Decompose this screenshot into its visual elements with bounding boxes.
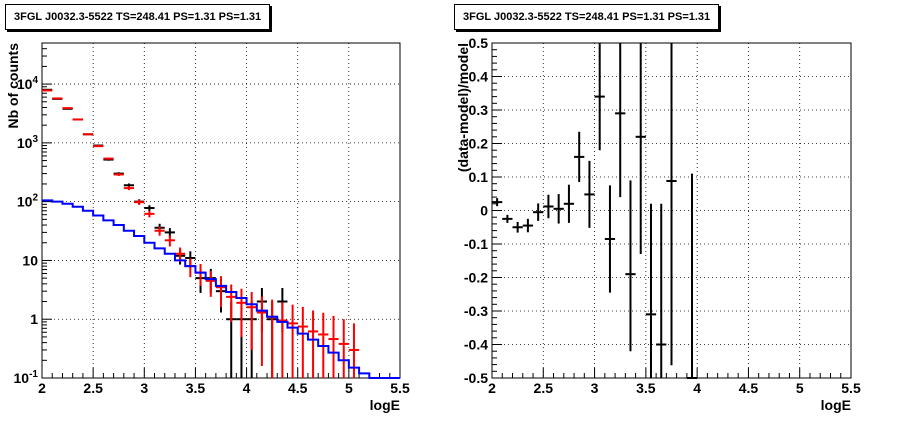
y-tick-label: 10 [22, 252, 38, 268]
x-tick-label: 5 [345, 380, 353, 396]
x-tick-label: 4 [693, 380, 701, 396]
x-tick-label: 4.5 [739, 380, 759, 396]
x-axis-label: logE [370, 397, 400, 413]
residual-panel: 2 2.5 3 3.5 4 4.5 5 5.5 -0.5 -0.4 -0.3 -0.2 -0.1 0 0.1… [455, 35, 861, 413]
counts-panel: 2 2.5 3 3.5 4 4.5 5 5.5 10-1 1 10 102 103 104 logE Nb o… [5, 42, 410, 413]
y-tick-label: -0.4 [464, 337, 488, 353]
y-tick-label: -0.5 [464, 370, 488, 386]
series-0 [42, 88, 288, 378]
y-tick-label: 104 [17, 75, 39, 92]
left-panel-title: 3FGL J0032.3-5522 TS=248.41 PS=1.31 PS=1… [5, 4, 271, 30]
series-1 [42, 89, 360, 378]
x-tick-label: 3.5 [186, 380, 206, 396]
y-axis-label: Nb of counts [5, 43, 21, 129]
x-tick-label: 2 [38, 380, 46, 396]
y-tick-label: -0.3 [464, 303, 488, 319]
y-tick-label: 102 [17, 193, 39, 210]
series-0 [492, 43, 698, 379]
x-axis-label: logE [821, 397, 851, 413]
y-tick-label: 0.1 [469, 169, 489, 185]
x-tick-label: 4 [243, 380, 251, 396]
y-tick-label: 0.5 [469, 35, 489, 51]
y-tick-label: 0.2 [469, 136, 489, 152]
x-tick-label: 5 [796, 380, 804, 396]
y-tick-label: 10-1 [14, 369, 39, 386]
plot-frame [41, 42, 401, 379]
x-tick-label: 3.5 [636, 380, 656, 396]
y-tick-label: 0.3 [469, 102, 489, 118]
y-tick-label: -0.2 [464, 270, 488, 286]
model-step-line [42, 199, 400, 379]
y-tick-label: -0.1 [464, 236, 488, 252]
x-tick-label: 2.5 [534, 380, 554, 396]
x-tick-label: 2 [488, 380, 496, 396]
x-tick-label: 4.5 [288, 380, 308, 396]
x-tick-label: 3 [591, 380, 599, 396]
right-panel-title: 3FGL J0032.3-5522 TS=248.41 PS=1.31 PS=1… [454, 4, 720, 30]
y-tick-label: 103 [17, 134, 39, 151]
x-tick-label: 5.5 [841, 380, 861, 396]
x-tick-label: 5.5 [390, 380, 410, 396]
y-axis-label: (data-model)/model [455, 43, 471, 172]
y-tick-label: 0.4 [469, 69, 489, 85]
y-tick-label: 1 [30, 311, 38, 327]
y-tick-label: 0 [480, 203, 488, 219]
series-2 [42, 199, 400, 379]
x-tick-label: 3 [140, 380, 148, 396]
x-tick-label: 2.5 [83, 380, 103, 396]
